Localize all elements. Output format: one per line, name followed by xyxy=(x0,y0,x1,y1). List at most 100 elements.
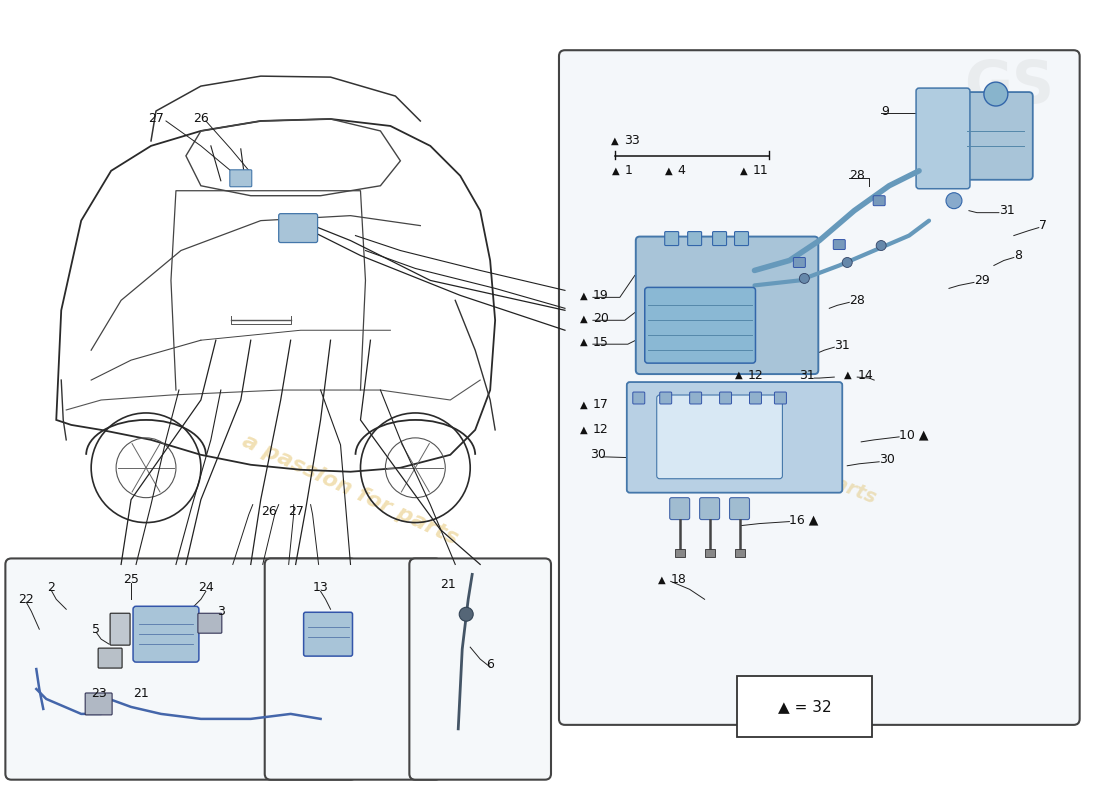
FancyBboxPatch shape xyxy=(265,558,441,780)
Text: 26: 26 xyxy=(192,113,209,126)
Text: GS: GS xyxy=(964,58,1054,114)
FancyBboxPatch shape xyxy=(670,498,690,519)
Text: 28: 28 xyxy=(849,294,865,307)
Text: 27: 27 xyxy=(288,505,304,518)
Text: 15: 15 xyxy=(593,336,608,349)
Text: 25: 25 xyxy=(123,573,139,586)
Circle shape xyxy=(843,258,852,267)
Text: ▲: ▲ xyxy=(612,166,619,176)
FancyBboxPatch shape xyxy=(690,392,702,404)
FancyBboxPatch shape xyxy=(6,558,356,780)
Text: 4: 4 xyxy=(678,164,685,178)
Circle shape xyxy=(459,607,473,622)
Text: 10 ▲: 10 ▲ xyxy=(899,428,928,442)
Text: 19: 19 xyxy=(593,289,608,302)
Text: ▲: ▲ xyxy=(845,370,853,380)
Text: 24: 24 xyxy=(198,581,213,594)
Text: ▲: ▲ xyxy=(580,314,587,323)
FancyBboxPatch shape xyxy=(660,392,672,404)
FancyBboxPatch shape xyxy=(627,382,843,493)
Text: ▲: ▲ xyxy=(664,166,672,176)
FancyBboxPatch shape xyxy=(735,231,748,246)
Text: 22: 22 xyxy=(19,593,34,606)
Text: 5: 5 xyxy=(92,622,100,636)
FancyBboxPatch shape xyxy=(916,88,970,189)
Text: ▲: ▲ xyxy=(580,338,587,347)
FancyBboxPatch shape xyxy=(85,693,112,715)
Text: 9: 9 xyxy=(881,105,889,118)
Text: ▲: ▲ xyxy=(580,400,587,410)
Text: 11: 11 xyxy=(752,164,768,178)
Text: ▲ = 32: ▲ = 32 xyxy=(778,699,832,714)
Text: 18: 18 xyxy=(671,573,686,586)
Text: ▲: ▲ xyxy=(610,136,618,146)
Text: 14: 14 xyxy=(857,369,873,382)
Circle shape xyxy=(877,241,887,250)
Text: a passion for parts: a passion for parts xyxy=(240,430,462,549)
Text: 33: 33 xyxy=(624,134,639,147)
FancyBboxPatch shape xyxy=(729,498,749,519)
Text: 30: 30 xyxy=(879,454,895,466)
Text: 23: 23 xyxy=(91,687,107,701)
Text: 16 ▲: 16 ▲ xyxy=(790,513,818,526)
Text: ▲: ▲ xyxy=(580,290,587,300)
FancyBboxPatch shape xyxy=(304,612,352,656)
FancyBboxPatch shape xyxy=(735,550,745,558)
Text: 8: 8 xyxy=(1014,249,1022,262)
FancyBboxPatch shape xyxy=(793,258,805,267)
Circle shape xyxy=(946,193,962,209)
FancyBboxPatch shape xyxy=(559,50,1080,725)
FancyBboxPatch shape xyxy=(409,558,551,780)
Text: 28: 28 xyxy=(849,170,865,182)
Text: 7: 7 xyxy=(1038,219,1047,232)
FancyBboxPatch shape xyxy=(834,239,845,250)
Text: 6: 6 xyxy=(486,658,494,670)
FancyBboxPatch shape xyxy=(674,550,684,558)
FancyBboxPatch shape xyxy=(98,648,122,668)
Text: 29: 29 xyxy=(974,274,990,287)
Text: 31: 31 xyxy=(834,338,850,352)
FancyBboxPatch shape xyxy=(713,231,727,246)
FancyBboxPatch shape xyxy=(719,392,732,404)
FancyBboxPatch shape xyxy=(632,392,645,404)
FancyBboxPatch shape xyxy=(110,614,130,645)
Text: 31: 31 xyxy=(800,369,815,382)
Text: 21: 21 xyxy=(133,687,148,701)
Text: ▲: ▲ xyxy=(735,370,743,380)
FancyBboxPatch shape xyxy=(657,395,782,478)
Text: 21: 21 xyxy=(440,578,456,591)
FancyBboxPatch shape xyxy=(664,231,679,246)
Text: 27: 27 xyxy=(148,113,164,126)
Text: 20: 20 xyxy=(593,312,608,325)
FancyBboxPatch shape xyxy=(688,231,702,246)
FancyBboxPatch shape xyxy=(749,392,761,404)
Text: 13: 13 xyxy=(312,581,329,594)
FancyBboxPatch shape xyxy=(230,170,252,186)
Circle shape xyxy=(800,274,810,283)
FancyBboxPatch shape xyxy=(133,606,199,662)
Text: a passion for parts: a passion for parts xyxy=(680,412,879,507)
Text: 17: 17 xyxy=(593,398,608,411)
FancyBboxPatch shape xyxy=(873,196,886,206)
Text: 30: 30 xyxy=(590,448,606,462)
Text: 12: 12 xyxy=(748,369,763,382)
Text: ▲: ▲ xyxy=(580,425,587,435)
FancyBboxPatch shape xyxy=(700,498,719,519)
Text: 12: 12 xyxy=(593,423,608,436)
FancyBboxPatch shape xyxy=(645,287,756,363)
Text: 1: 1 xyxy=(625,164,632,178)
Text: 2: 2 xyxy=(47,581,55,594)
Text: ▲: ▲ xyxy=(658,574,666,584)
Text: 31: 31 xyxy=(999,204,1014,217)
FancyBboxPatch shape xyxy=(737,676,872,737)
FancyBboxPatch shape xyxy=(774,392,786,404)
Text: 3: 3 xyxy=(217,605,224,618)
FancyBboxPatch shape xyxy=(198,614,222,633)
Text: ▲: ▲ xyxy=(739,166,747,176)
FancyBboxPatch shape xyxy=(705,550,715,558)
Text: 26: 26 xyxy=(261,505,276,518)
FancyBboxPatch shape xyxy=(960,92,1033,180)
Circle shape xyxy=(983,82,1008,106)
FancyBboxPatch shape xyxy=(636,237,818,374)
FancyBboxPatch shape xyxy=(278,214,318,242)
